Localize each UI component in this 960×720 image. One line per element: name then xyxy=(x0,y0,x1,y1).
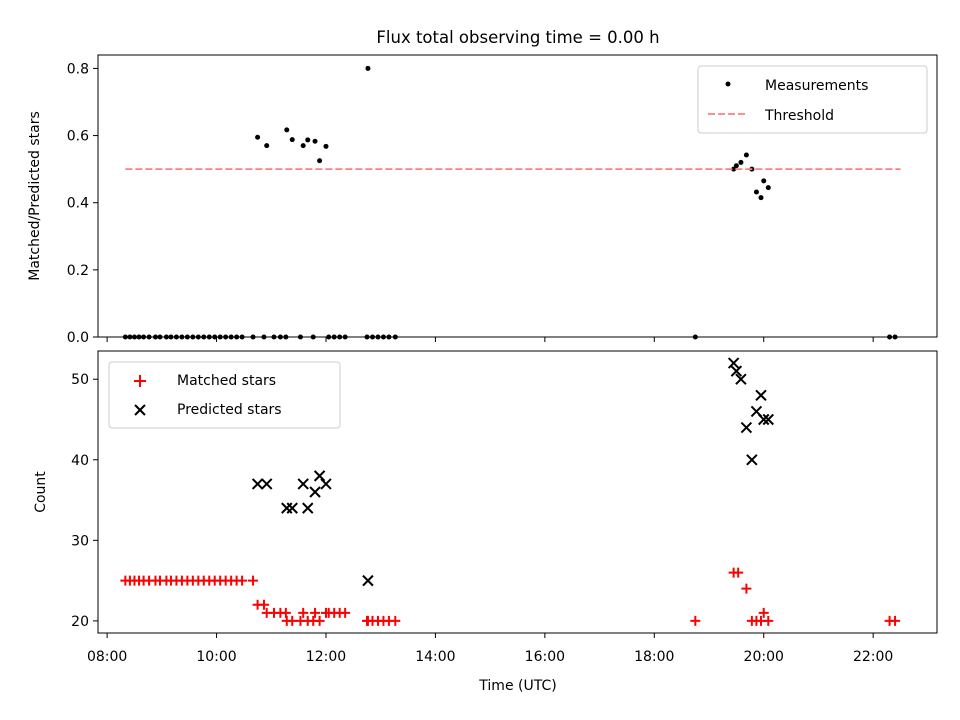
matched-star-point xyxy=(690,615,701,626)
y-tick-label: 40 xyxy=(71,453,89,469)
measurement-point xyxy=(758,195,764,201)
measurement-point xyxy=(289,137,295,143)
y-tick-label: 0.2 xyxy=(67,263,89,279)
measurement-point xyxy=(738,159,744,165)
legend-matched-label: Matched stars xyxy=(177,373,276,389)
top-x-ticks xyxy=(106,337,874,342)
measurement-point xyxy=(305,137,311,143)
y-tick-label: 0.8 xyxy=(67,61,89,77)
measurement-point xyxy=(323,143,329,149)
matched-star-point xyxy=(237,575,248,586)
y-tick-label: 0.4 xyxy=(67,196,89,212)
predicted-star-point xyxy=(730,365,743,377)
predicted-star-point xyxy=(746,454,758,466)
matched-star-point xyxy=(758,607,769,618)
legend-predicted-marker xyxy=(134,404,146,416)
measurement-point xyxy=(317,158,323,164)
predicted-star-point xyxy=(755,389,767,402)
measurement-point xyxy=(743,152,749,158)
measurement-point xyxy=(731,166,737,172)
matched-star-point xyxy=(258,599,269,610)
x-tick-label: 14:00 xyxy=(415,649,455,665)
matched-star-point xyxy=(890,615,901,626)
predicted-star-point xyxy=(762,413,774,426)
bottom-panel: 20 30 40 50 08:00 10:00 12:00 14:00 16:00 18:00 2… xyxy=(33,350,938,694)
measurement-point xyxy=(264,143,270,149)
matched-star-point xyxy=(733,567,744,578)
y-tick-label: 0.6 xyxy=(67,129,89,145)
y-tick-label: 50 xyxy=(71,372,89,388)
measurement-point xyxy=(284,127,290,133)
top-y-axis-label: Matched/Predicted stars xyxy=(27,111,43,281)
y-tick-label: 30 xyxy=(71,533,89,549)
bottom-legend: Matched stars Predicted stars xyxy=(108,361,341,429)
predicted-star-point xyxy=(251,478,264,490)
matched-star-point xyxy=(298,607,309,618)
measurement-point xyxy=(765,185,771,191)
top-y-ticks: 0.0 0.2 0.4 0.6 0.8 xyxy=(67,61,98,346)
bottom-plot-marks xyxy=(120,357,901,626)
predicted-star-point xyxy=(758,413,770,426)
matched-star-point xyxy=(248,575,259,586)
top-panel: Flux total observing time = 0.00 h 0.00.… xyxy=(27,28,938,346)
x-tick-label: 08:00 xyxy=(87,649,127,665)
top-legend-box xyxy=(697,65,928,134)
x-tick-label: 16:00 xyxy=(525,649,565,665)
measurement-point xyxy=(761,178,767,184)
predicted-star-point xyxy=(735,373,747,385)
x-tick-label: 12:00 xyxy=(306,649,346,665)
measurement-point xyxy=(733,163,739,169)
predicted-star-point xyxy=(309,486,321,498)
predicted-star-point xyxy=(261,478,273,490)
bottom-axes-frame xyxy=(97,350,938,634)
x-tick-label: 18:00 xyxy=(634,649,674,665)
bottom-x-axis-label: Time (UTC) xyxy=(478,678,556,694)
top-plot-marks xyxy=(122,65,901,340)
measurement-point xyxy=(365,65,371,71)
matched-star-point xyxy=(763,615,774,626)
predicted-star-point xyxy=(727,357,740,369)
bottom-legend-box xyxy=(108,361,341,429)
y-tick-label: 0.0 xyxy=(67,330,89,346)
top-axes-frame xyxy=(97,54,938,338)
matched-star-point xyxy=(314,615,325,626)
top-legend: Measurements Threshold xyxy=(697,65,928,134)
bottom-x-ticks: 08:00 10:00 12:00 14:00 16:00 18:00 20:00 22:00 xyxy=(87,633,893,665)
legend-measurements-label: Measurements xyxy=(765,78,868,94)
matched-star-point xyxy=(340,607,351,618)
measurement-point xyxy=(753,189,759,195)
predicted-star-point xyxy=(362,574,374,587)
y-tick-label: 20 xyxy=(71,614,89,630)
predicted-star-point xyxy=(286,502,298,514)
predicted-star-point xyxy=(297,478,309,490)
matched-star-point xyxy=(310,607,321,618)
predicted-star-point xyxy=(320,478,332,490)
top-chart-title: Flux total observing time = 0.00 h xyxy=(376,28,659,47)
measurement-point xyxy=(300,143,306,149)
predicted-star-point xyxy=(313,470,326,482)
predicted-star-point xyxy=(302,502,314,514)
measurement-point xyxy=(312,138,318,144)
x-tick-label: 10:00 xyxy=(196,649,236,665)
legend-threshold-label: Threshold xyxy=(764,108,834,124)
legend-matched-marker xyxy=(134,375,146,387)
legend-measurements-marker xyxy=(725,81,731,87)
bottom-y-ticks: 20 30 40 50 xyxy=(71,372,98,630)
legend-predicted-label: Predicted stars xyxy=(177,402,282,418)
matched-star-point xyxy=(741,583,752,594)
x-tick-label: 22:00 xyxy=(853,649,893,665)
bottom-y-axis-label: Count xyxy=(33,471,49,513)
measurement-point xyxy=(255,134,261,140)
matched-star-point xyxy=(390,615,401,626)
x-tick-label: 20:00 xyxy=(744,649,784,665)
predicted-star-point xyxy=(740,421,753,434)
